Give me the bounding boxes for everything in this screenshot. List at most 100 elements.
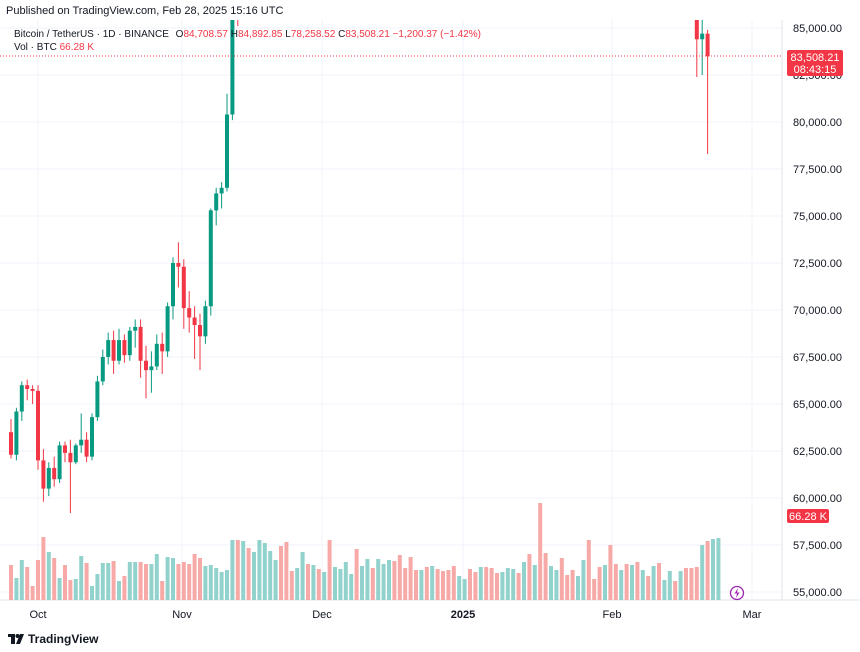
volume-bar — [630, 565, 634, 600]
volume-bar — [484, 567, 489, 600]
volume-bar — [279, 546, 283, 600]
volume-bar — [365, 559, 370, 600]
volume-bar — [408, 557, 413, 600]
x-tick-label: Feb — [603, 609, 622, 621]
candle-body — [46, 467, 51, 489]
y-tick-label: 57,500.00 — [793, 540, 842, 552]
candle-body — [138, 326, 143, 361]
volume-bar — [138, 562, 143, 600]
volume-bar — [214, 568, 219, 600]
candle-body — [230, 0, 235, 115]
legend-open-value: 84,708.57 — [183, 29, 228, 40]
volume-bar — [495, 573, 499, 600]
volume-bar — [343, 562, 348, 600]
volume-bar — [392, 561, 397, 600]
volume-bar — [295, 568, 300, 600]
x-tick-label: 2025 — [451, 609, 475, 621]
volume-bar — [41, 537, 46, 600]
candle-body — [90, 417, 94, 457]
volume-bar — [300, 552, 305, 600]
y-tick-label: 77,500.00 — [793, 164, 842, 176]
candlestick-chart[interactable]: 115,000.00112,500.00110,000.00107,500.00… — [0, 0, 860, 628]
candle-body — [9, 432, 13, 455]
tradingview-logo-icon — [8, 634, 24, 644]
volume-bar — [46, 552, 51, 600]
y-tick-label: 60,000.00 — [793, 493, 842, 505]
candle-body — [700, 33, 705, 40]
volume-bar — [603, 565, 607, 600]
volume-bar — [25, 567, 30, 600]
volume-bar — [576, 576, 580, 600]
volume-bar — [192, 554, 197, 600]
candle-body — [149, 366, 154, 371]
volume-bar — [349, 574, 354, 600]
volume-bar — [468, 569, 472, 600]
volume-bar — [511, 569, 516, 600]
legend-close-value: 83,508.21 — [345, 29, 390, 40]
candle-body — [144, 360, 148, 371]
volume-bar — [640, 570, 645, 600]
candle-body — [100, 357, 105, 382]
volume-bar — [241, 541, 246, 600]
last-price-value: 83,508.21 — [791, 52, 840, 64]
x-tick-label: Oct — [29, 609, 46, 621]
volume-bar — [14, 578, 19, 600]
volume-bar — [311, 565, 316, 600]
volume-bar — [30, 586, 35, 600]
volume-bar — [149, 564, 154, 600]
candle-body — [36, 390, 40, 461]
y-tick-label: 85,000.00 — [793, 23, 842, 35]
last-price-tag — [787, 50, 843, 77]
y-tick-label: 65,000.00 — [793, 399, 842, 411]
volume-bar — [203, 566, 208, 600]
volume-bar — [176, 564, 181, 600]
volume-bar — [403, 568, 408, 600]
legend-change: −1,200.37 (−1.42%) — [392, 29, 481, 40]
volume-bar — [570, 570, 575, 600]
volume-bar — [700, 545, 705, 600]
volume-bar — [435, 569, 440, 600]
volume-bar — [559, 558, 564, 600]
volume-bar — [273, 560, 278, 600]
volume-bar — [462, 579, 467, 600]
candle-body — [198, 325, 202, 337]
y-tick-label: 62,500.00 — [793, 446, 842, 458]
volume-bar — [198, 558, 202, 600]
volume-bar — [246, 548, 251, 600]
volume-bar — [52, 558, 57, 600]
candle-body — [225, 114, 229, 188]
volume-bar — [262, 543, 267, 600]
volume-bar — [208, 565, 213, 600]
volume-tag-value: 66.28 K — [789, 511, 828, 523]
volume-bar — [63, 565, 67, 600]
volume-bar — [122, 576, 127, 600]
candle-body — [79, 439, 84, 446]
candle-body — [73, 445, 78, 463]
volume-bar — [219, 572, 224, 600]
candle-body — [187, 308, 192, 318]
volume-bar — [619, 570, 624, 600]
volume-bar — [257, 540, 262, 600]
candle-body — [52, 467, 57, 480]
volume-bar — [478, 567, 483, 600]
chart-area[interactable]: 115,000.00112,500.00110,000.00107,500.00… — [0, 0, 860, 628]
volume-bar — [381, 564, 386, 600]
candle-body — [694, 0, 699, 40]
volume-bar — [516, 573, 521, 600]
volume-bar — [689, 568, 694, 600]
volume-bar — [500, 572, 505, 600]
candle-body — [203, 306, 208, 337]
candle-body — [165, 306, 170, 352]
candle-body — [208, 210, 213, 307]
legend-volume-label: Vol · BTC — [14, 42, 57, 53]
volume-bar — [333, 567, 337, 600]
volume-bar — [505, 568, 510, 600]
footer-brand[interactable]: TradingView — [8, 632, 98, 646]
candle-body — [95, 381, 100, 418]
volume-bar — [424, 567, 429, 600]
legend-symbol: Bitcoin / TetherUS · 1D · BINANCE — [14, 29, 169, 40]
candle-body — [57, 445, 62, 480]
candle-body — [154, 343, 159, 367]
volume-bar — [370, 568, 375, 600]
volume-bar — [705, 541, 710, 600]
